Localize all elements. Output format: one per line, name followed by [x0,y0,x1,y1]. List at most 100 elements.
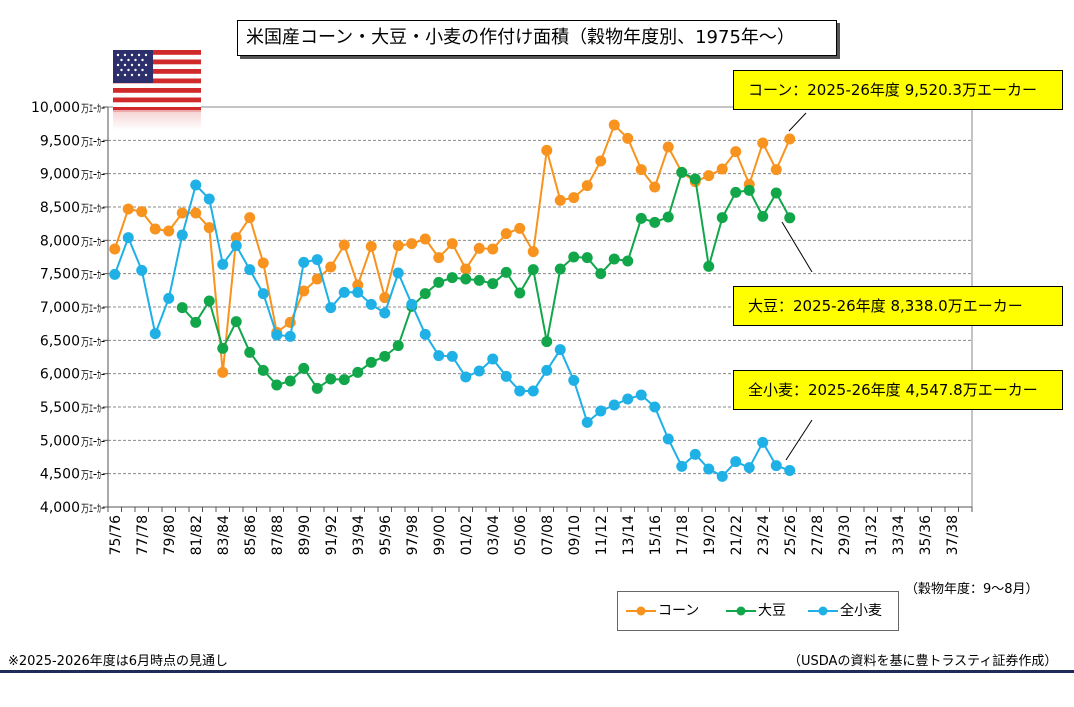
x-tick-label: 35/36 [918,515,934,555]
data-point-wheat [595,405,607,417]
data-point-wheat [136,264,148,276]
series-wheat [109,179,796,482]
data-point-corn [244,212,256,224]
data-point-wheat [446,350,458,362]
y-tick-unit: 万ｴｰｶｰ [81,369,105,382]
data-point-wheat [230,240,242,252]
corn-callout-leader [788,112,807,132]
legend-label-corn: コーン [658,603,700,619]
data-point-wheat [703,463,715,475]
data-point-wheat [419,328,431,340]
season-note: （穀物年度：9〜8月） [905,582,1039,597]
data-point-corn [433,252,445,264]
data-point-soy [514,287,526,299]
data-point-corn [298,285,310,297]
data-point-wheat [608,399,620,411]
legend-item-corn: コーン [626,592,699,630]
y-tick-label: 9,500 [40,133,80,149]
data-point-wheat [635,389,647,401]
data-point-corn [163,225,175,237]
data-point-corn [770,164,782,176]
data-point-soy [352,366,364,378]
series-line-soy [181,170,791,390]
data-point-corn [784,133,796,145]
y-tick-label: 9,000 [40,167,80,183]
data-point-wheat [649,401,661,413]
data-point-corn [406,238,418,250]
data-point-corn [662,141,674,153]
data-point-corn [419,233,431,245]
data-point-wheat [581,416,593,428]
data-point-soy [784,212,796,224]
data-point-soy [716,212,728,224]
series-line-wheat [113,183,791,478]
data-point-wheat [271,329,283,341]
data-point-soy [757,210,769,222]
data-point-wheat [568,374,580,386]
x-tick-label: 27/28 [810,515,826,555]
x-tick-label: 75/76 [108,515,124,555]
data-point-soy [581,252,593,264]
data-point-corn [568,192,580,204]
data-point-corn [379,292,391,304]
x-tick-label: 29/30 [837,515,853,555]
data-point-wheat [770,460,782,472]
wheat-callout-leader [785,419,813,461]
data-point-soy [608,253,620,265]
data-point-wheat [554,344,566,356]
data-point-wheat [730,456,742,468]
data-point-wheat [784,464,796,476]
data-point-soy [271,379,283,391]
data-point-wheat [406,298,418,310]
y-tick-unit: 万ｴｰｶｰ [81,269,105,282]
data-point-wheat [527,385,539,397]
data-point-wheat [203,193,215,205]
data-point-soy [298,362,310,374]
y-tick-label: 7,500 [40,267,80,283]
data-point-corn [487,243,499,255]
data-point-wheat [257,288,269,300]
data-point-corn [514,222,526,234]
data-point-soy [662,211,674,223]
data-point-wheat [352,286,364,298]
data-point-corn [365,240,377,252]
footnote: ※2025-2026年度は6月時点の見通し [8,654,229,669]
data-point-wheat [365,298,377,310]
data-point-wheat [500,370,512,382]
data-point-corn [595,155,607,167]
data-point-soy [190,316,202,328]
data-point-soy [244,346,256,358]
x-tick-label: 81/82 [189,515,205,555]
y-tick-label: 6,500 [40,333,80,349]
data-point-wheat [757,436,769,448]
data-point-corn [149,223,161,235]
data-point-soy [676,166,688,178]
data-point-corn [217,366,229,378]
data-point-corn [257,257,269,269]
y-tick-label: 5,000 [40,433,80,449]
x-tick-label: 83/84 [216,515,232,555]
data-point-wheat [176,229,188,241]
x-tick-label: 33/34 [891,515,907,555]
data-point-corn [622,132,634,144]
data-point-wheat [433,350,445,362]
chart-title: 米国産コーン・大豆・小麦の作付け面積（穀物年度別、1975年〜） [237,20,837,56]
data-point-corn [230,232,242,244]
data-point-soy [392,340,404,352]
series [109,119,796,482]
data-point-soy [541,336,553,348]
data-point-wheat [676,460,688,472]
data-point-soy [284,375,296,387]
data-point-corn [122,203,134,215]
data-point-soy [743,184,755,196]
data-point-wheat [460,371,472,383]
y-tick-unit: 万ｴｰｶｰ [81,135,105,148]
data-point-corn [176,207,188,219]
x-tick-label: 05/06 [513,515,529,555]
x-tick-label: 01/02 [459,515,475,555]
data-point-soy [311,382,323,394]
data-point-wheat [541,364,553,376]
data-point-corn [716,163,728,175]
